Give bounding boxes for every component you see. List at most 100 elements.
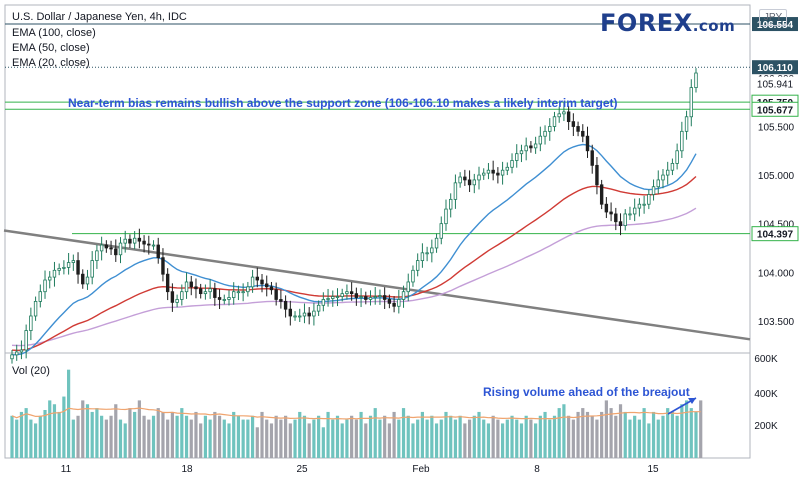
candle-body: [368, 297, 373, 300]
y-tick-label: 103.500: [758, 317, 795, 328]
volume-bar: [477, 411, 481, 458]
volume-bar: [15, 419, 19, 458]
volume-bar: [684, 400, 689, 458]
volume-bar: [166, 419, 170, 458]
candle-body: [48, 276, 52, 281]
volume-bar: [675, 415, 679, 458]
candle-body: [283, 301, 288, 310]
volume-tick-label: 400K: [754, 389, 778, 400]
candle-body: [142, 240, 146, 245]
candle-body: [571, 121, 576, 127]
volume-bar: [331, 419, 335, 458]
volume-bar: [250, 415, 255, 458]
candle-body: [439, 223, 443, 239]
volume-bar: [298, 411, 302, 458]
study-ema50[interactable]: EMA (50, close): [12, 42, 90, 54]
candle-body: [123, 238, 127, 244]
volume-bar: [307, 423, 311, 458]
candle-body: [524, 145, 528, 152]
candle-body: [656, 179, 660, 188]
candle-body: [482, 172, 486, 176]
candle-body: [81, 273, 85, 285]
volume-bar: [104, 419, 108, 458]
candle-body: [198, 288, 203, 295]
volume-bar: [184, 415, 189, 458]
forex-logo: FOREX.com: [600, 9, 735, 37]
volume-bar: [217, 415, 222, 458]
plot-frame: [4, 4, 751, 459]
price-pane[interactable]: [3, 23, 751, 364]
volume-bar: [642, 408, 646, 458]
volume-bar: [430, 415, 434, 458]
volume-arrow-head: [688, 398, 696, 404]
candle-body: [595, 164, 599, 186]
candle-body: [675, 150, 679, 164]
candle-body: [57, 267, 61, 271]
candle-body: [373, 296, 377, 298]
candle-body: [128, 238, 132, 244]
logo-letter-f: F: [600, 9, 617, 37]
candle-body: [491, 169, 495, 174]
candle-body: [175, 299, 179, 303]
volume-bar: [189, 419, 193, 458]
logo-dotcom: .com: [692, 17, 736, 35]
volume-bar: [623, 411, 627, 458]
y-tick-label: 105.000: [758, 171, 795, 182]
candle-body: [458, 176, 462, 184]
candle-body: [354, 293, 359, 298]
candle-body: [661, 174, 665, 181]
candle-body: [15, 351, 19, 356]
volume-bar: [425, 419, 429, 458]
candle-body: [250, 276, 255, 288]
volume-bar: [689, 408, 693, 458]
candle-body: [170, 291, 175, 303]
volume-bar: [76, 415, 80, 458]
candle-body: [557, 113, 561, 118]
candle-body: [585, 135, 590, 152]
candle-body: [415, 260, 420, 271]
candle-body: [637, 203, 642, 209]
price-label-box: [751, 226, 799, 242]
candle-body: [548, 126, 552, 132]
candle-body: [165, 273, 170, 293]
volume-bar: [364, 423, 368, 458]
currency-badge[interactable]: JPY: [759, 9, 787, 26]
candle-body: [689, 87, 693, 118]
candle-body: [340, 293, 344, 297]
candle-body: [618, 221, 623, 227]
study-ema100[interactable]: EMA (100, close): [12, 27, 96, 39]
candle-body: [260, 279, 264, 285]
volume-bar: [439, 419, 443, 458]
candle-body: [180, 291, 184, 300]
volume-bar: [175, 415, 179, 458]
study-ema20[interactable]: EMA (20, close): [12, 57, 90, 69]
volume-bar: [378, 419, 382, 458]
candle-body: [444, 208, 448, 225]
candle-body: [76, 260, 80, 275]
x-tick-label: 11: [61, 464, 72, 475]
candle-body: [29, 315, 33, 331]
bias-annotation: Near-term bias remains bullish above the…: [68, 96, 618, 110]
candle-body: [486, 169, 491, 174]
candle-body: [463, 176, 467, 181]
candle-body: [510, 160, 514, 168]
candle-body: [161, 257, 165, 275]
volume-bar: [345, 419, 349, 458]
volume-bar: [604, 400, 608, 458]
candle-body: [496, 172, 500, 176]
volume-bar: [293, 419, 297, 458]
x-tick-label: 25: [296, 464, 308, 475]
candle-body: [552, 116, 557, 127]
volume-bar: [543, 411, 547, 458]
candle-body: [109, 247, 113, 250]
candle-body: [670, 163, 675, 171]
volume-bar: [500, 423, 505, 458]
candle-body: [472, 179, 476, 186]
price-label: 104.397: [757, 230, 794, 241]
volume-bar: [600, 411, 604, 458]
candle-body: [684, 116, 689, 132]
volume-pane[interactable]: [10, 369, 703, 458]
volume-bar: [170, 411, 174, 458]
candle-body: [430, 247, 434, 254]
